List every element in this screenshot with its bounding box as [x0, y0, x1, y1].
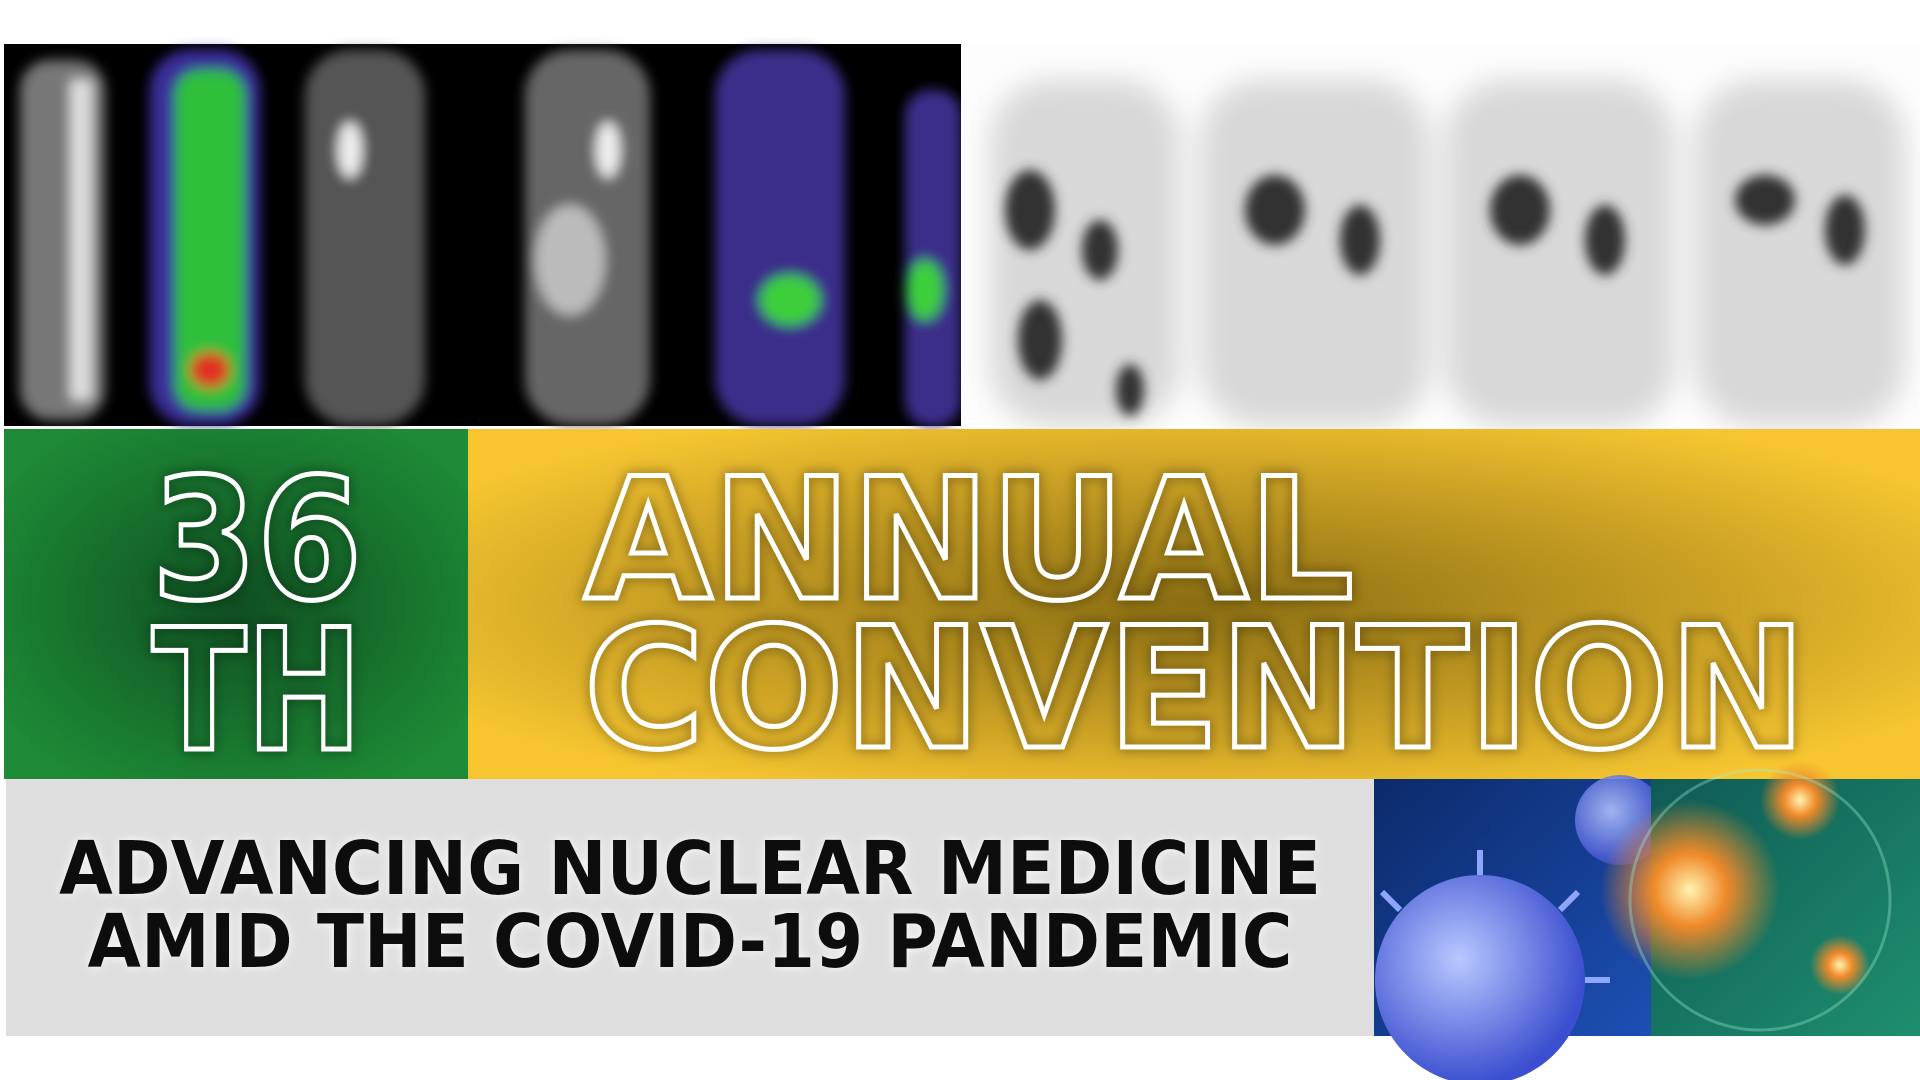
particle-image [1600, 760, 1920, 1036]
theme-line-1: ADVANCING NUCLEAR MEDICINE [59, 826, 1321, 912]
bone-scans [961, 44, 1920, 426]
edition-suffix: TH [152, 593, 362, 789]
title-line-1: ANNUAL [584, 442, 1354, 638]
green-panel [4, 429, 468, 779]
yellow-panel [468, 429, 1920, 779]
theme-panel [6, 779, 1374, 1036]
ct-scans [4, 44, 961, 426]
title-line-2: CONVENTION [584, 591, 1806, 787]
theme-line-2: AMID THE COVID-19 PANDEMIC [88, 899, 1293, 985]
edition-number: 36 [152, 442, 362, 638]
